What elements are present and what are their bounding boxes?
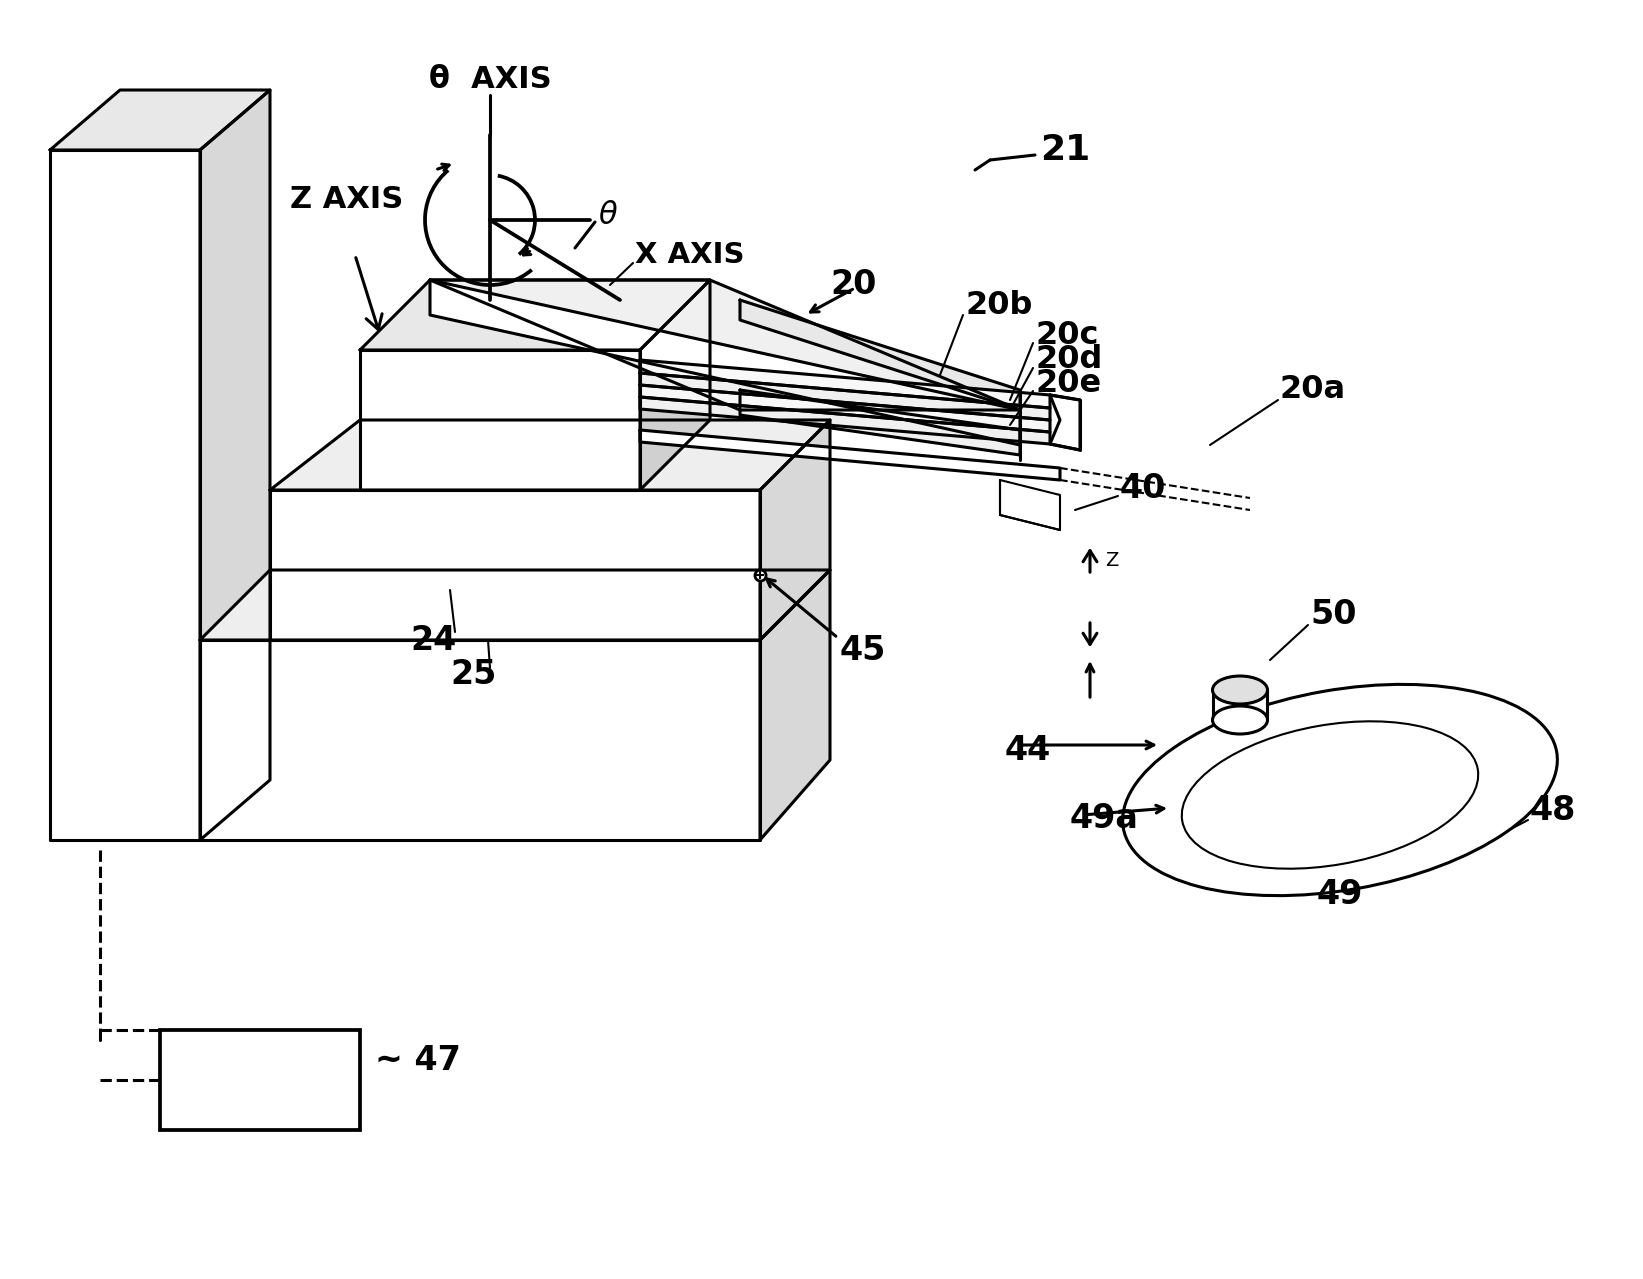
Polygon shape [641,396,1050,444]
Polygon shape [200,90,269,840]
Text: 49: 49 [1316,879,1364,912]
Polygon shape [641,373,1050,420]
Polygon shape [761,420,830,640]
Polygon shape [739,390,1020,455]
Text: X AXIS: X AXIS [634,240,744,269]
Polygon shape [200,570,830,640]
Polygon shape [641,359,1050,408]
Ellipse shape [1122,684,1558,895]
Text: 25: 25 [450,659,496,692]
Polygon shape [1050,395,1079,450]
Text: Z: Z [1106,550,1119,569]
Text: 40: 40 [1121,472,1167,504]
Polygon shape [269,490,761,640]
Text: 20d: 20d [1035,344,1102,376]
Text: 24: 24 [411,623,457,656]
Text: 21: 21 [1040,133,1091,168]
Polygon shape [269,420,830,490]
Text: CONTROL: CONTROL [189,1067,330,1094]
Text: 20: 20 [830,269,876,302]
Polygon shape [430,280,1020,445]
Text: 44: 44 [1006,733,1052,766]
Polygon shape [1213,689,1267,720]
Polygon shape [360,280,710,350]
Bar [159,1030,360,1131]
Polygon shape [1001,480,1060,530]
Text: θ: θ [598,201,616,229]
Text: 20b: 20b [964,289,1032,321]
Polygon shape [360,350,641,490]
Polygon shape [430,280,1020,411]
Polygon shape [641,385,1050,432]
Polygon shape [761,570,830,840]
Text: 49a: 49a [1070,802,1139,834]
Text: 48: 48 [1530,793,1576,826]
Text: 20c: 20c [1035,320,1099,350]
Ellipse shape [1213,677,1267,703]
Polygon shape [49,90,269,150]
Text: 45: 45 [840,633,886,666]
Text: 50: 50 [1309,599,1357,632]
Ellipse shape [1213,706,1267,734]
Text: 20e: 20e [1035,367,1101,399]
Polygon shape [641,430,1060,480]
Polygon shape [200,640,761,840]
Text: UNIT: UNIT [225,1095,296,1120]
Polygon shape [49,150,200,840]
Polygon shape [641,280,710,490]
Text: 20a: 20a [1280,375,1346,405]
Polygon shape [739,301,1020,411]
Text: ~ 47: ~ 47 [375,1044,462,1077]
Text: θ  AXIS: θ AXIS [429,65,552,95]
Text: Z AXIS: Z AXIS [291,185,403,215]
